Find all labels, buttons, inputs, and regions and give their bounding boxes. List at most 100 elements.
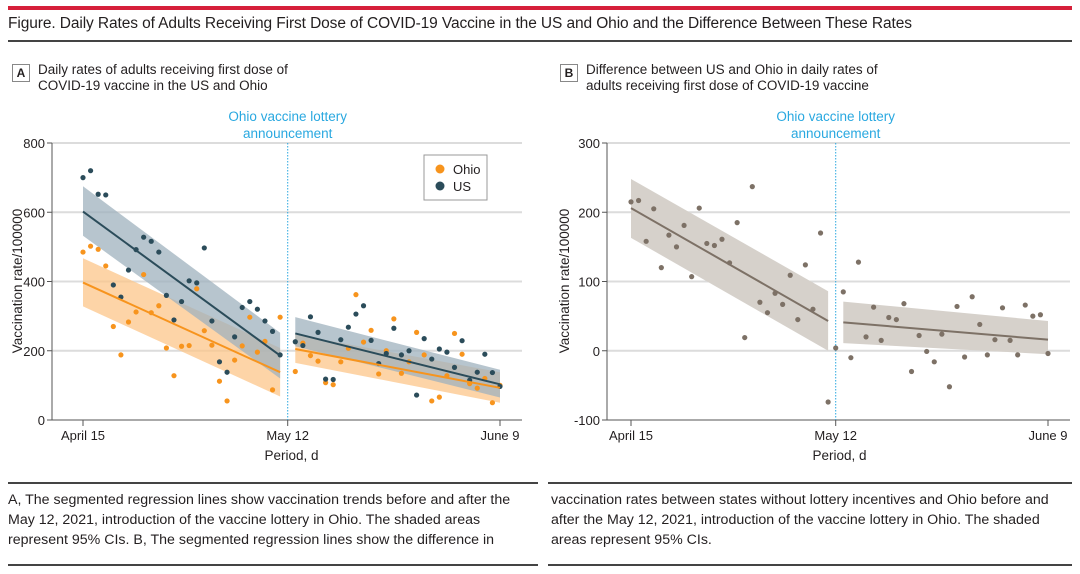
data-point-ohio [141,271,147,278]
regression-line-us-minus-ohio-segment-1 [630,207,829,322]
data-point-ohio [414,329,420,335]
data-point-ohio [224,398,230,404]
data-point-ohio [125,319,132,325]
data-point-us-minus-ohio [886,314,892,321]
data-point-ohio [459,351,465,357]
data-point-ohio [239,343,245,349]
data-point-us-minus-ohio [704,240,710,247]
data-point-us-minus-ohio [787,272,793,278]
data-point-us [232,334,238,340]
data-point-us-minus-ohio [719,236,725,242]
y-tick-label: -100 [574,413,600,428]
data-point-us-minus-ohio [643,238,649,244]
data-point-us [323,376,329,382]
data-point-us-minus-ohio [999,305,1006,311]
y-tick-label: 0 [593,344,600,359]
data-point-ohio [429,398,435,404]
data-point-us-minus-ohio [696,205,702,211]
data-point-us [224,369,230,375]
data-point-ohio [338,359,344,365]
y-tick-label: 600 [23,205,45,220]
data-point-us [300,342,306,349]
data-point-us-minus-ohio [749,184,755,190]
data-point-us [163,292,169,298]
data-point-us-minus-ohio [635,197,642,204]
data-point-ohio [186,342,192,349]
data-point-ohio [80,249,86,255]
data-point-us-minus-ohio [840,289,846,295]
data-point-ohio [421,352,427,358]
data-point-ohio [103,263,109,269]
data-point-us [194,280,200,286]
y-axis-label: Vaccination rate/100000 [10,209,25,354]
x-tick-label: May 12 [266,428,309,443]
panel-b-label: B [560,64,578,82]
data-point-ohio [232,357,238,363]
data-point-ohio [368,327,374,333]
data-point-us-minus-ohio [954,303,960,310]
data-point-us-minus-ohio [742,334,748,341]
data-point-us-minus-ohio [757,299,763,305]
data-point-us [209,318,215,324]
data-point-us-minus-ohio [658,265,664,271]
data-point-us [414,392,420,398]
data-point-us-minus-ohio [1045,350,1051,357]
data-point-ohio [277,314,283,320]
data-point-us [239,304,245,311]
data-point-us [398,352,405,358]
data-point-us [451,364,458,370]
data-point-us-minus-ohio [916,332,922,339]
data-point-us-minus-ohio [992,337,998,343]
data-point-ohio [209,342,215,348]
data-point-us-minus-ohio [969,294,975,300]
legend: Ohio US [423,154,488,201]
data-point-us [148,238,154,244]
data-point-us-minus-ohio [681,222,687,229]
data-point-us-minus-ohio [848,355,854,361]
data-point-us [125,267,132,273]
x-tick-label: June 9 [1028,428,1067,443]
figure-charts: 0 200 400 600 800 April 15 May 12 June 9 Period,… [10,109,1070,463]
data-point-us [269,328,276,334]
data-point-us-minus-ohio [628,199,634,205]
data-point-us [345,324,351,330]
caption-bottom-rule-left [8,564,538,566]
data-point-us-minus-ohio [863,334,869,340]
data-point-ohio [398,370,405,376]
data-point-us-minus-ohio [1030,313,1036,319]
panel-b-title-line1: Difference between US and Ohio in daily … [586,62,878,77]
data-point-us-minus-ohio [924,348,930,355]
panel-b-chart: -100 0 100 200 300 April 15 May 12 June 9 Period… [557,109,1070,463]
data-point-us [80,175,86,181]
data-point-ohio [118,352,124,358]
data-point-us [315,329,321,335]
legend-marker-us-icon [435,181,445,191]
data-point-us-minus-ohio [795,316,801,323]
data-point-us-minus-ohio [855,259,862,265]
data-point-us-minus-ohio [893,316,899,323]
data-point-us-minus-ohio [962,354,968,360]
data-point-ohio [156,303,162,309]
legend-label-ohio: Ohio [453,162,480,177]
data-point-ohio [315,358,321,364]
x-tick-label: April 15 [609,428,653,443]
data-point-us-minus-ohio [1015,352,1021,358]
data-point-us-minus-ohio [901,301,907,307]
data-point-us [391,325,397,331]
data-point-us [353,311,359,317]
data-point-us [201,245,207,251]
panel-a-label: A [12,64,30,82]
figure-title: Figure. Daily Rates of Adults Receiving … [8,15,912,32]
y-tick-label: 400 [23,275,45,290]
caption-top-rule-right [548,482,1072,484]
data-point-ohio [254,349,260,355]
data-point-us [292,339,298,345]
caption-bottom-rule-right [548,564,1072,566]
data-point-us-minus-ohio [817,230,824,236]
annotation-label-line1: Ohio vaccine lottery [228,109,347,124]
data-point-ohio [216,378,223,384]
legend-box [423,154,488,201]
data-point-ohio [330,382,336,388]
data-point-us [254,306,260,312]
y-tick-label: 300 [578,136,600,151]
